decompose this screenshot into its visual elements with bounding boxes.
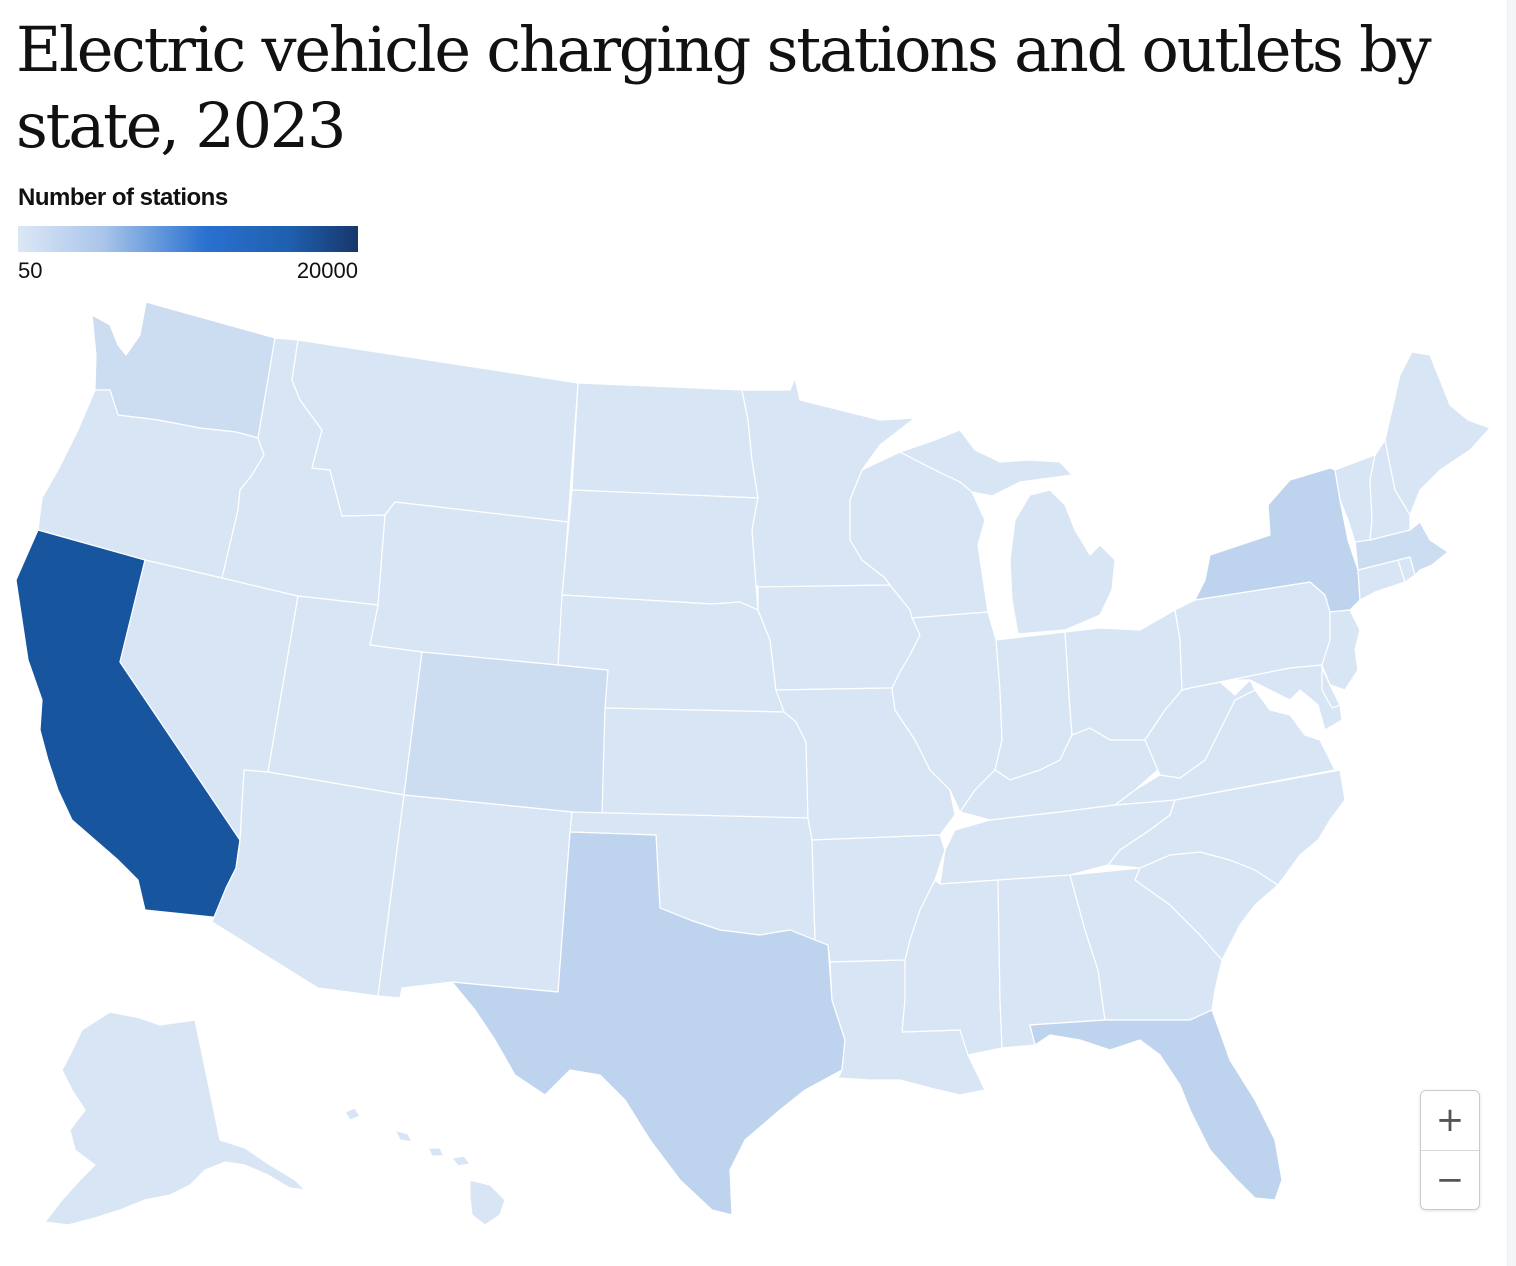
state-florida[interactable] (1029, 1009, 1283, 1201)
state-michigan[interactable] (1009, 489, 1116, 635)
scrollbar-track[interactable] (1507, 0, 1516, 1266)
legend-gradient-bar (18, 226, 358, 252)
state-north-dakota[interactable] (571, 382, 759, 499)
state-massachusetts[interactable] (1354, 521, 1449, 576)
state-alaska[interactable] (44, 1011, 306, 1226)
state-new-jersey[interactable] (1321, 609, 1361, 691)
zoom-out-button[interactable]: − (1421, 1151, 1479, 1209)
state-maryland[interactable] (1229, 664, 1343, 731)
zoom-controls: + − (1420, 1090, 1480, 1210)
state-south-dakota[interactable] (561, 489, 759, 611)
state-colorado[interactable] (403, 651, 609, 816)
state-kansas[interactable] (601, 707, 809, 819)
state-north-carolina[interactable] (1107, 769, 1346, 886)
state-texas[interactable] (451, 831, 846, 1216)
zoom-in-button[interactable]: + (1421, 1091, 1479, 1150)
legend-max-label: 20000 (296, 258, 358, 283)
state-maine[interactable] (1384, 351, 1491, 516)
map-title: Electric vehicle charging stations and o… (16, 13, 1432, 162)
state-hawaii[interactable] (344, 1107, 506, 1226)
state-iowa[interactable] (757, 584, 921, 691)
legend-min-label: 50 (18, 258, 43, 283)
state-new-mexico[interactable] (377, 794, 573, 999)
legend-title: Number of stations (18, 184, 228, 211)
zoom-divider (1421, 1150, 1479, 1151)
legend: Number of stations 50 20000 (18, 184, 358, 286)
state-wyoming[interactable] (369, 501, 569, 666)
state-montana[interactable] (291, 339, 579, 523)
state-michigan-upper[interactable] (899, 429, 1073, 497)
